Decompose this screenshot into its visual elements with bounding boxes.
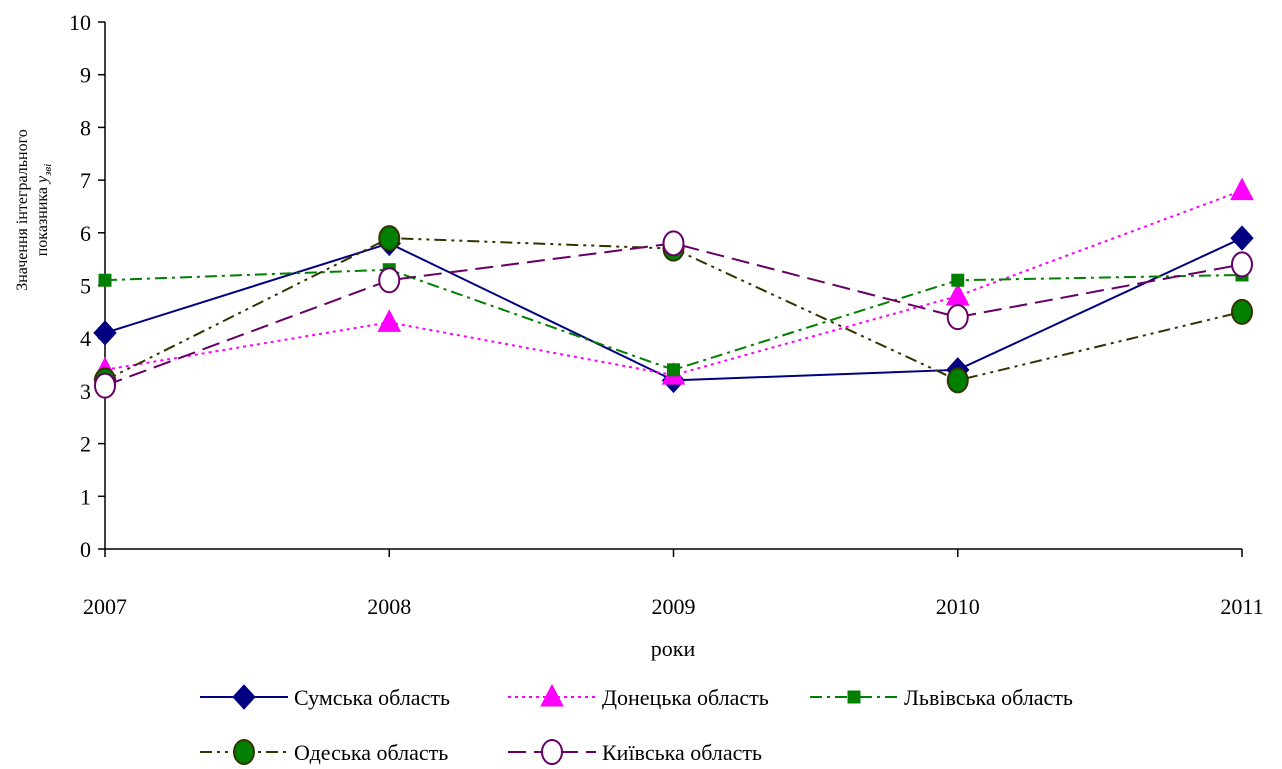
data-point	[377, 309, 402, 332]
legend-item: Київська область	[508, 739, 762, 765]
data-point	[662, 230, 685, 257]
x-tick-label: 2011	[1220, 594, 1263, 619]
y-tick-label: 4	[80, 326, 91, 351]
y-tick-label: 10	[69, 10, 91, 35]
legend-label: Львівська область	[904, 685, 1073, 710]
data-point	[233, 739, 255, 765]
data-point	[378, 267, 401, 294]
x-tick-labels: 2007 2008 2009 2010 2011	[83, 594, 1264, 619]
data-point	[232, 684, 256, 710]
data-point	[1230, 225, 1254, 251]
y-axis-title-line2: показника yзві	[34, 164, 54, 257]
legend: Сумська область Донецька область Львівська…	[200, 683, 1073, 765]
y-tick-label: 9	[80, 63, 91, 88]
y-tick-label: 3	[80, 379, 91, 404]
y-tick-label: 6	[80, 221, 91, 246]
data-point	[378, 225, 401, 252]
legend-label: Донецька область	[602, 685, 769, 710]
series-line	[104, 268, 1243, 371]
data-point	[1231, 298, 1253, 325]
legend-item: Одеська область	[200, 739, 448, 765]
data-point	[945, 282, 970, 306]
data-point	[540, 683, 564, 707]
data-point	[1231, 251, 1253, 278]
y-tick-label: 7	[80, 168, 91, 193]
y-tick-label: 8	[80, 115, 91, 140]
legend-item: Донецька область	[508, 683, 769, 710]
series-line	[104, 189, 1243, 377]
y-axis-title-line1: Значення інтегрального	[14, 129, 31, 291]
data-point	[667, 363, 680, 377]
data-point	[94, 372, 116, 399]
legend-label: Одеська область	[294, 740, 448, 765]
x-tick-label: 2008	[367, 594, 411, 619]
axes	[98, 21, 1243, 557]
y-axis-title-subscript: зві	[42, 164, 54, 177]
legend-item: Сумська область	[200, 684, 450, 710]
data-point	[98, 273, 112, 287]
series-5	[94, 230, 1253, 399]
y-tick-label: 5	[80, 274, 91, 299]
y-axis-title: Значення інтегрального показника yзві	[14, 129, 54, 291]
y-tick-label: 0	[80, 537, 91, 562]
data-point	[1230, 177, 1254, 201]
x-tick-label: 2010	[936, 594, 980, 619]
data-point	[847, 690, 861, 704]
series-layer	[93, 177, 1254, 399]
y-axis-title-symbol: y	[34, 175, 51, 185]
data-point	[951, 273, 965, 287]
y-tick-label: 1	[80, 484, 91, 509]
x-axis-title: роки	[651, 636, 696, 661]
legend-label: Сумська область	[294, 685, 450, 710]
x-tick-label: 2009	[652, 594, 696, 619]
x-tick-label: 2007	[83, 594, 127, 619]
data-point	[946, 304, 969, 331]
data-point	[946, 367, 969, 394]
y-tick-labels: 0 1 2 3 4 5 6 7 8 9 10	[69, 10, 91, 562]
y-axis-title-word: показника	[34, 187, 51, 256]
legend-item: Львівська область	[810, 685, 1073, 710]
y-tick-label: 2	[80, 432, 91, 457]
data-point	[93, 320, 117, 346]
legend-label: Київська область	[602, 740, 762, 765]
data-point	[541, 739, 563, 765]
